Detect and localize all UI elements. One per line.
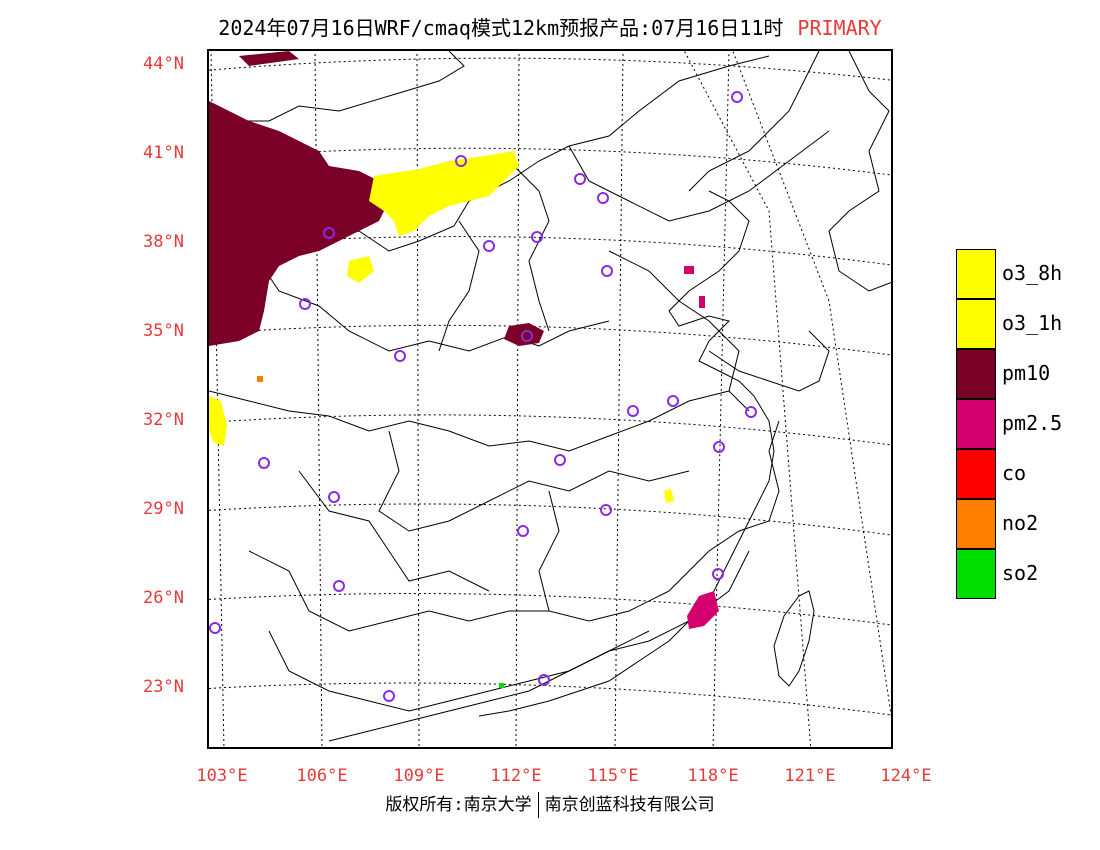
- pm10-area: [209, 101, 389, 346]
- station-marker: [333, 580, 345, 592]
- lon-label-115: 115°E: [587, 766, 639, 786]
- pm25-shandong: [684, 266, 694, 274]
- lon-label-112: 112°E: [490, 766, 542, 786]
- legend-swatch: [956, 449, 996, 499]
- legend-label: o3_1h: [1002, 311, 1063, 335]
- legend-swatch: [956, 399, 996, 449]
- station-marker: [712, 568, 724, 580]
- legend-swatch: [956, 349, 996, 399]
- station-marker: [394, 350, 406, 362]
- station-marker: [483, 240, 495, 252]
- station-marker: [209, 622, 221, 634]
- o3-area-jiangxi: [664, 489, 674, 503]
- lat-label-41: 41°N: [143, 143, 184, 163]
- copyright-divider: [537, 792, 539, 818]
- station-marker: [521, 330, 533, 342]
- pm10-north-strip: [239, 51, 299, 66]
- lat-label-29: 29°N: [143, 499, 184, 519]
- station-marker: [574, 173, 586, 185]
- legend-label: o3_8h: [1002, 261, 1063, 285]
- o3-area-sichuan: [209, 396, 227, 446]
- latitude-gridlines: [209, 57, 891, 716]
- pm25-jiangsu: [699, 296, 705, 308]
- pollutant-areas: [209, 51, 719, 688]
- legend-swatch: [956, 299, 996, 349]
- legend-label: pm10: [1002, 361, 1051, 385]
- station-marker: [383, 690, 395, 702]
- station-marker: [597, 192, 609, 204]
- station-marker: [323, 227, 335, 239]
- legend-swatch: [956, 549, 996, 599]
- station-marker: [455, 155, 467, 167]
- station-marker: [600, 504, 612, 516]
- lat-label-32: 32°N: [143, 410, 184, 430]
- map-panel: [207, 49, 893, 749]
- lon-label-124: 124°E: [880, 766, 932, 786]
- station-marker: [299, 298, 311, 310]
- lat-label-38: 38°N: [143, 232, 184, 252]
- station-marker: [517, 525, 529, 537]
- pm25-coastal: [687, 591, 719, 629]
- copyright-left: 版权所有:南京大学: [385, 795, 532, 815]
- lon-label-103: 103°E: [196, 766, 248, 786]
- legend-label: co: [1002, 461, 1027, 485]
- legend-label: so2: [1002, 561, 1039, 585]
- station-marker: [538, 674, 550, 686]
- coastline: [478, 51, 891, 717]
- lon-label-121: 121°E: [784, 766, 836, 786]
- station-marker: [531, 231, 543, 243]
- station-marker: [731, 91, 743, 103]
- station-marker: [713, 441, 725, 453]
- legend-swatch: [956, 499, 996, 549]
- title-main: 2024年07月16日WRF/cmaq模式12km预报产品:07月16日11时: [218, 16, 784, 40]
- legend-label: pm2.5: [1002, 411, 1063, 435]
- lat-label-35: 35°N: [143, 321, 184, 341]
- pm10-henan-patch: [504, 323, 544, 346]
- station-marker: [601, 265, 613, 277]
- lat-label-23: 23°N: [143, 677, 184, 697]
- copyright-footer: 版权所有:南京大学 南京创蓝科技有限公司: [0, 790, 1100, 818]
- so2-point: [499, 683, 504, 688]
- chart-title: 2024年07月16日WRF/cmaq模式12km预报产品:07月16日11时 P…: [0, 12, 1100, 41]
- lat-label-26: 26°N: [143, 588, 184, 608]
- lat-label-44: 44°N: [143, 54, 184, 74]
- copyright-right: 南京创蓝科技有限公司: [544, 795, 715, 815]
- o3-area-west: [347, 256, 374, 283]
- o3-area-north: [369, 151, 519, 236]
- station-marker: [328, 491, 340, 503]
- lon-label-106: 106°E: [296, 766, 348, 786]
- station-marker: [258, 457, 270, 469]
- lon-label-118: 118°E: [687, 766, 739, 786]
- legend-label: no2: [1002, 511, 1039, 535]
- title-tag: PRIMARY: [797, 16, 882, 40]
- station-marker: [745, 406, 757, 418]
- station-marker: [667, 395, 679, 407]
- lon-label-109: 109°E: [393, 766, 445, 786]
- station-marker: [554, 454, 566, 466]
- station-markers: [209, 91, 757, 702]
- legend-swatch: [956, 249, 996, 299]
- no2-point: [257, 376, 263, 382]
- map-canvas: [209, 51, 891, 747]
- station-marker: [627, 405, 639, 417]
